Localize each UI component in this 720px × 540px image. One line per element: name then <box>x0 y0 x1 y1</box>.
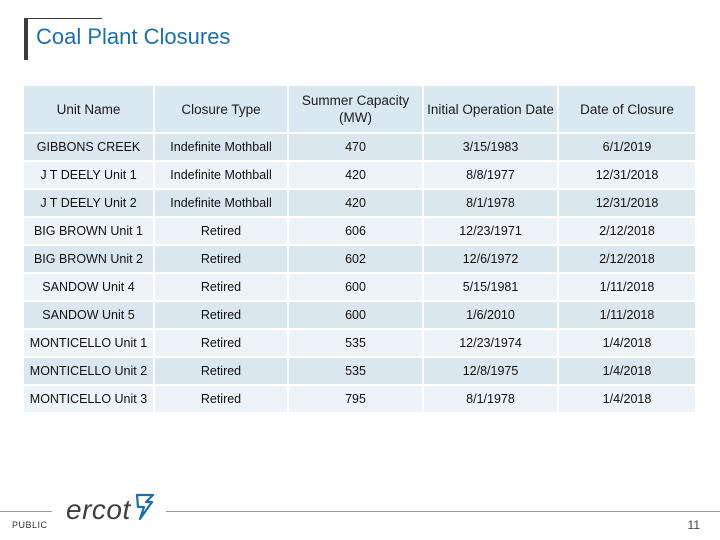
closure-date-cell: 1/11/2018 <box>559 302 697 330</box>
page-title: Coal Plant Closures <box>36 24 231 49</box>
closure-type-cell: Retired <box>155 386 289 414</box>
closure-type-cell: Retired <box>155 246 289 274</box>
unit-name-cell: MONTICELLO Unit 3 <box>24 386 155 414</box>
closure-type-cell: Retired <box>155 358 289 386</box>
table-header-row: Unit Name Closure Type Summer Capacity (… <box>24 86 697 134</box>
unit-name-cell: SANDOW Unit 4 <box>24 274 155 302</box>
table-row: J T DEELY Unit 2 Indefinite Mothball 420… <box>24 190 697 218</box>
footer-divider-left <box>0 511 52 512</box>
capacity-cell: 600 <box>289 274 424 302</box>
initial-operation-date-cell: 8/8/1977 <box>424 162 559 190</box>
capacity-cell: 606 <box>289 218 424 246</box>
capacity-cell: 535 <box>289 358 424 386</box>
closure-type-cell: Retired <box>155 218 289 246</box>
logo-wordmark: ercot <box>66 493 131 525</box>
table-row: MONTICELLO Unit 3 Retired 795 8/1/1978 1… <box>24 386 697 414</box>
column-header-initial-operation-date: Initial Operation Date <box>424 86 559 134</box>
column-header-date-of-closure: Date of Closure <box>559 86 697 134</box>
capacity-cell: 600 <box>289 302 424 330</box>
closure-date-cell: 1/4/2018 <box>559 358 697 386</box>
initial-operation-date-cell: 12/6/1972 <box>424 246 559 274</box>
closure-date-cell: 12/31/2018 <box>559 162 697 190</box>
ercot-logo: ercot <box>66 492 156 527</box>
column-header-summer-capacity: Summer Capacity (MW) <box>289 86 424 134</box>
capacity-cell: 470 <box>289 134 424 162</box>
closure-type-cell: Retired <box>155 302 289 330</box>
classification-label: PUBLIC <box>12 520 48 530</box>
table-row: SANDOW Unit 4 Retired 600 5/15/1981 1/11… <box>24 274 697 302</box>
capacity-cell: 535 <box>289 330 424 358</box>
initial-operation-date-cell: 5/15/1981 <box>424 274 559 302</box>
initial-operation-date-cell: 3/15/1983 <box>424 134 559 162</box>
table-row: SANDOW Unit 5 Retired 600 1/6/2010 1/11/… <box>24 302 697 330</box>
table-row: MONTICELLO Unit 1 Retired 535 12/23/1974… <box>24 330 697 358</box>
closure-type-cell: Retired <box>155 274 289 302</box>
closure-type-cell: Indefinite Mothball <box>155 162 289 190</box>
closure-date-cell: 2/12/2018 <box>559 218 697 246</box>
closure-date-cell: 1/4/2018 <box>559 386 697 414</box>
closure-date-cell: 2/12/2018 <box>559 246 697 274</box>
table-row: J T DEELY Unit 1 Indefinite Mothball 420… <box>24 162 697 190</box>
title-accent-line <box>24 18 102 19</box>
column-header-closure-type: Closure Type <box>155 86 289 134</box>
initial-operation-date-cell: 12/8/1975 <box>424 358 559 386</box>
ercot-mark-icon <box>134 492 156 527</box>
table-row: GIBBONS CREEK Indefinite Mothball 470 3/… <box>24 134 697 162</box>
initial-operation-date-cell: 1/6/2010 <box>424 302 559 330</box>
closure-type-cell: Retired <box>155 330 289 358</box>
capacity-cell: 420 <box>289 190 424 218</box>
closure-date-cell: 1/4/2018 <box>559 330 697 358</box>
table-row: MONTICELLO Unit 2 Retired 535 12/8/1975 … <box>24 358 697 386</box>
table-row: BIG BROWN Unit 1 Retired 606 12/23/1971 … <box>24 218 697 246</box>
initial-operation-date-cell: 12/23/1974 <box>424 330 559 358</box>
closure-date-cell: 12/31/2018 <box>559 190 697 218</box>
unit-name-cell: BIG BROWN Unit 1 <box>24 218 155 246</box>
column-header-unit-name: Unit Name <box>24 86 155 134</box>
coal-plant-closures-table: Unit Name Closure Type Summer Capacity (… <box>24 86 697 414</box>
unit-name-cell: GIBBONS CREEK <box>24 134 155 162</box>
capacity-cell: 420 <box>289 162 424 190</box>
unit-name-cell: J T DEELY Unit 1 <box>24 162 155 190</box>
closure-type-cell: Indefinite Mothball <box>155 190 289 218</box>
initial-operation-date-cell: 8/1/1978 <box>424 386 559 414</box>
footer-divider-right <box>166 511 720 512</box>
title-accent-bar <box>24 18 28 60</box>
unit-name-cell: J T DEELY Unit 2 <box>24 190 155 218</box>
closure-date-cell: 1/11/2018 <box>559 274 697 302</box>
initial-operation-date-cell: 8/1/1978 <box>424 190 559 218</box>
capacity-cell: 602 <box>289 246 424 274</box>
closure-type-cell: Indefinite Mothball <box>155 134 289 162</box>
unit-name-cell: BIG BROWN Unit 2 <box>24 246 155 274</box>
table-row: BIG BROWN Unit 2 Retired 602 12/6/1972 2… <box>24 246 697 274</box>
initial-operation-date-cell: 12/23/1971 <box>424 218 559 246</box>
page-number: 11 <box>687 518 700 532</box>
capacity-cell: 795 <box>289 386 424 414</box>
unit-name-cell: SANDOW Unit 5 <box>24 302 155 330</box>
unit-name-cell: MONTICELLO Unit 1 <box>24 330 155 358</box>
closure-date-cell: 6/1/2019 <box>559 134 697 162</box>
unit-name-cell: MONTICELLO Unit 2 <box>24 358 155 386</box>
